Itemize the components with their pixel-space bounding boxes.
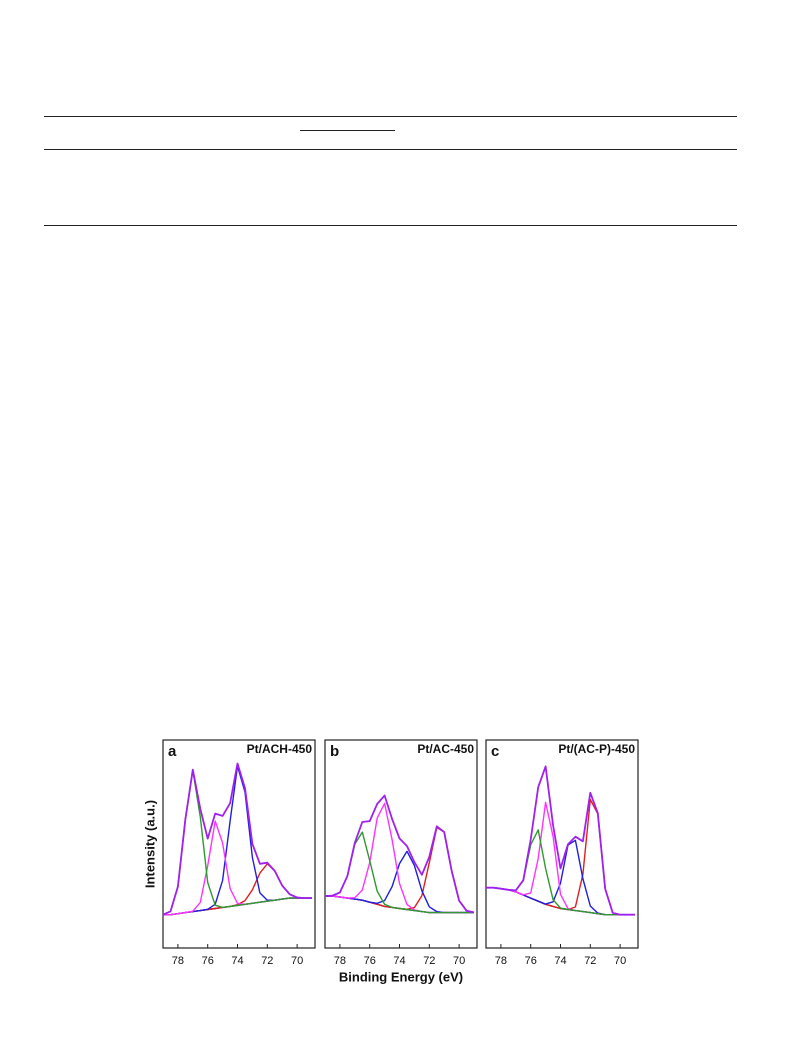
x-tick-label: 78 bbox=[334, 955, 346, 967]
x-tick-label: 78 bbox=[495, 955, 507, 967]
spectrum-curve bbox=[486, 839, 635, 916]
x-tick-label: 72 bbox=[584, 955, 596, 967]
y-axis-title: Intensity (a.u.) bbox=[142, 800, 157, 888]
panel-title: Pt/(AC-P)-450 bbox=[558, 742, 635, 756]
panel-letter: c bbox=[491, 743, 499, 760]
spectrum-curve bbox=[163, 765, 312, 916]
spectrum-curve bbox=[486, 798, 635, 916]
x-tick-label: 70 bbox=[291, 955, 303, 967]
spectrum-curve bbox=[162, 762, 312, 916]
x-tick-label: 70 bbox=[614, 955, 626, 967]
panel-letter: b bbox=[330, 743, 339, 760]
x-tick-label: 74 bbox=[554, 955, 566, 967]
spectrum-curve bbox=[163, 820, 312, 916]
spectrum-curve bbox=[325, 802, 474, 914]
panel-title: Pt/ACH-450 bbox=[247, 742, 313, 756]
x-tick-label: 74 bbox=[231, 955, 243, 967]
spectrum-curve bbox=[163, 863, 312, 916]
panel-frame bbox=[162, 739, 316, 949]
panel-title: Pt/AC-450 bbox=[417, 742, 474, 756]
x-tick-label: 76 bbox=[525, 955, 537, 967]
x-axis-title: Binding Energy (eV) bbox=[339, 969, 463, 984]
x-tick-label: 76 bbox=[202, 955, 214, 967]
x-tick-label: 78 bbox=[172, 955, 184, 967]
figure: 78 76 74 72 70 a Pt/ACH-450 Intensity (a.u.) 78 7… bbox=[142, 739, 639, 984]
spectrum-curve bbox=[324, 794, 475, 914]
x-tick-label: 74 bbox=[393, 955, 405, 967]
x-tick-label: 70 bbox=[453, 955, 465, 967]
panel-frame bbox=[324, 739, 478, 949]
x-tick-label: 76 bbox=[364, 955, 376, 967]
spectrum-curve bbox=[486, 829, 635, 916]
panel-letter: a bbox=[168, 743, 177, 760]
panel-frame bbox=[485, 739, 639, 949]
spectrum-curve bbox=[486, 801, 635, 916]
x-tick-label: 72 bbox=[261, 955, 273, 967]
spectrum-curve bbox=[486, 765, 635, 916]
x-tick-label: 72 bbox=[423, 955, 435, 967]
